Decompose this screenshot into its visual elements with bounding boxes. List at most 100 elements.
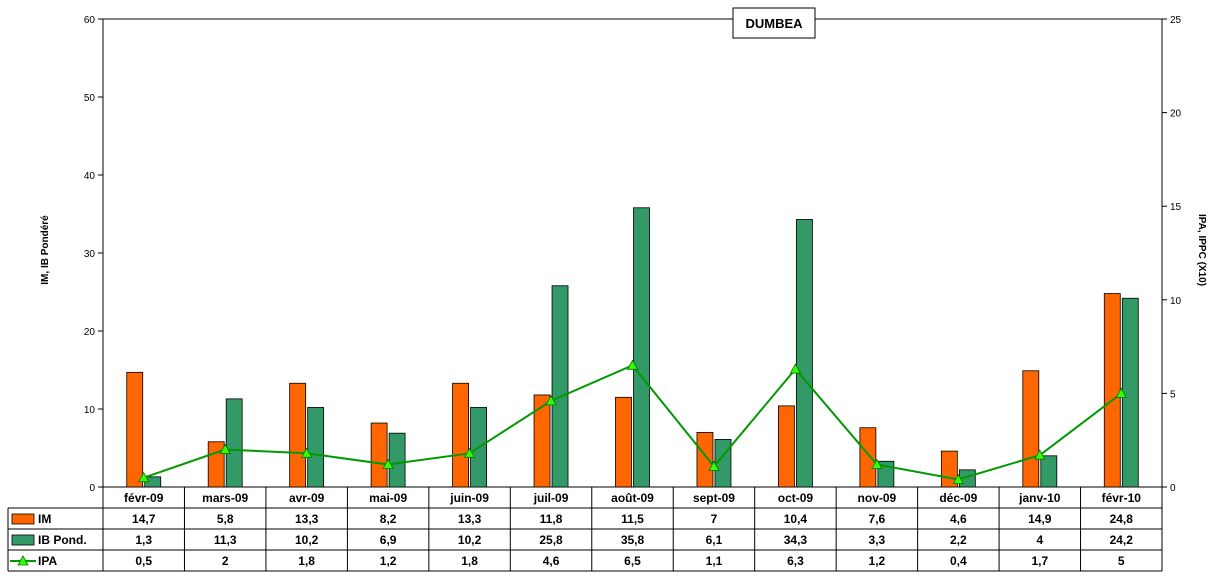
data-cell: 11,5 (621, 512, 644, 526)
left-tick-label: 50 (84, 93, 96, 104)
bar-ib-pond (551, 285, 569, 488)
data-cell: 7,6 (869, 512, 886, 526)
data-cell: 2 (222, 554, 229, 568)
category-label: juin-09 (449, 491, 489, 505)
data-cell: 14,9 (1028, 512, 1052, 526)
data-cell: 0,5 (135, 554, 152, 568)
bar-im (289, 382, 307, 488)
data-cell: 24,8 (1110, 512, 1134, 526)
data-cell: 24,2 (1110, 533, 1134, 547)
right-axis-title: IPA, IPPC (X10) (1196, 214, 1207, 286)
category-label: févr-09 (124, 491, 164, 505)
bar-ib-pond (388, 432, 406, 488)
data-cell: 7 (711, 512, 718, 526)
ipa-point (1115, 387, 1127, 398)
data-cell: 13,3 (295, 512, 319, 526)
data-cell: 6,3 (787, 554, 804, 568)
data-cell: 6,9 (380, 533, 397, 547)
chart-title: DUMBEA (745, 16, 803, 31)
series-name: IB Pond. (38, 533, 87, 547)
ipa-point (871, 458, 883, 469)
category-label: mai-09 (369, 491, 407, 505)
category-label: févr-10 (1102, 491, 1142, 505)
category-label: mars-09 (202, 491, 248, 505)
data-cell: 25,8 (539, 533, 563, 547)
data-cell: 1,7 (1031, 554, 1048, 568)
bar-ib-pond (796, 219, 813, 488)
left-tick-label: 40 (84, 171, 96, 182)
bar-im (126, 371, 144, 488)
bar-im (859, 427, 877, 488)
data-cell: 6,5 (624, 554, 641, 568)
data-cell: 1,2 (380, 554, 397, 568)
series-name: IM (38, 512, 51, 526)
data-cell: 11,3 (214, 533, 237, 547)
data-cell: 34,3 (784, 533, 808, 547)
category-label: sept-09 (693, 491, 735, 505)
data-cell: 8,2 (380, 512, 397, 526)
bar-ib-pond (1121, 297, 1139, 488)
bar-im (533, 394, 551, 488)
data-cell: 1,1 (706, 554, 723, 568)
data-cell: 1,8 (298, 554, 315, 568)
ipa-point (463, 447, 476, 458)
data-cell: 1,3 (135, 533, 152, 547)
right-tick-label: 10 (1170, 296, 1182, 307)
legend-key-ib-pond (11, 534, 35, 546)
data-cell: 11,8 (540, 512, 563, 526)
ipa-point (300, 447, 313, 458)
right-tick-label: 20 (1170, 109, 1182, 120)
left-tick-label: 30 (84, 249, 96, 260)
bar-im (1022, 370, 1040, 488)
bar-im (370, 422, 388, 488)
bar-im (615, 396, 632, 488)
data-cell: 4 (1036, 533, 1043, 547)
ipa-point (382, 458, 394, 469)
category-label: oct-09 (778, 491, 814, 505)
data-cell: 5 (1118, 554, 1125, 568)
data-cell: 4,6 (543, 554, 560, 568)
ipa-point (708, 460, 720, 471)
chart-marks (126, 207, 1139, 488)
data-cell: 5,8 (217, 512, 234, 526)
bar-im (778, 405, 795, 488)
data-cell: 35,8 (621, 533, 645, 547)
ipa-point (219, 443, 231, 454)
bar-ib-pond (307, 407, 325, 488)
category-label: août-09 (611, 491, 654, 505)
data-cell: 10,2 (295, 533, 319, 547)
bar-ib-pond (633, 207, 650, 488)
data-cell: 10,4 (784, 512, 808, 526)
right-tick-label: 5 (1170, 389, 1176, 400)
bar-im (696, 431, 714, 488)
ipa-point (952, 473, 965, 484)
data-cell: 1,8 (461, 554, 478, 568)
series-name: IPA (38, 554, 57, 568)
data-cell: 10,2 (458, 533, 482, 547)
data-table: févr-09 mars-09 avr-09 mai-09 juin-09 juil-09… (7, 487, 1163, 572)
data-cell: 6,1 (706, 533, 723, 547)
right-tick-label: 25 (1170, 15, 1182, 26)
legend-key-ipa-marker (17, 555, 29, 566)
ipa-point (789, 363, 802, 374)
bar-im (207, 441, 225, 488)
right-tick-label: 15 (1170, 202, 1182, 213)
chart-title-group: DUMBEA (732, 7, 816, 39)
left-axis-title: IM, IB Pondéré (40, 215, 51, 285)
left-tick-label: 60 (84, 15, 96, 26)
data-cell: 3,3 (869, 533, 886, 547)
bar-im (452, 382, 469, 488)
ipa-point (1034, 449, 1046, 460)
data-cell: 13,3 (458, 512, 482, 526)
data-cell: 4,6 (950, 512, 967, 526)
right-tick-label: 0 (1170, 483, 1176, 494)
data-cell: 0,4 (950, 554, 967, 568)
data-cell: 14,7 (132, 512, 156, 526)
data-cell: 2,2 (950, 533, 967, 547)
category-label: nov-09 (858, 491, 897, 505)
legend-key-im (11, 513, 35, 525)
axes: 0 10 20 30 40 50 60 0 5 10 15 20 25 (84, 15, 1182, 494)
chart-title-box (732, 7, 816, 39)
ipa-point (138, 471, 150, 483)
